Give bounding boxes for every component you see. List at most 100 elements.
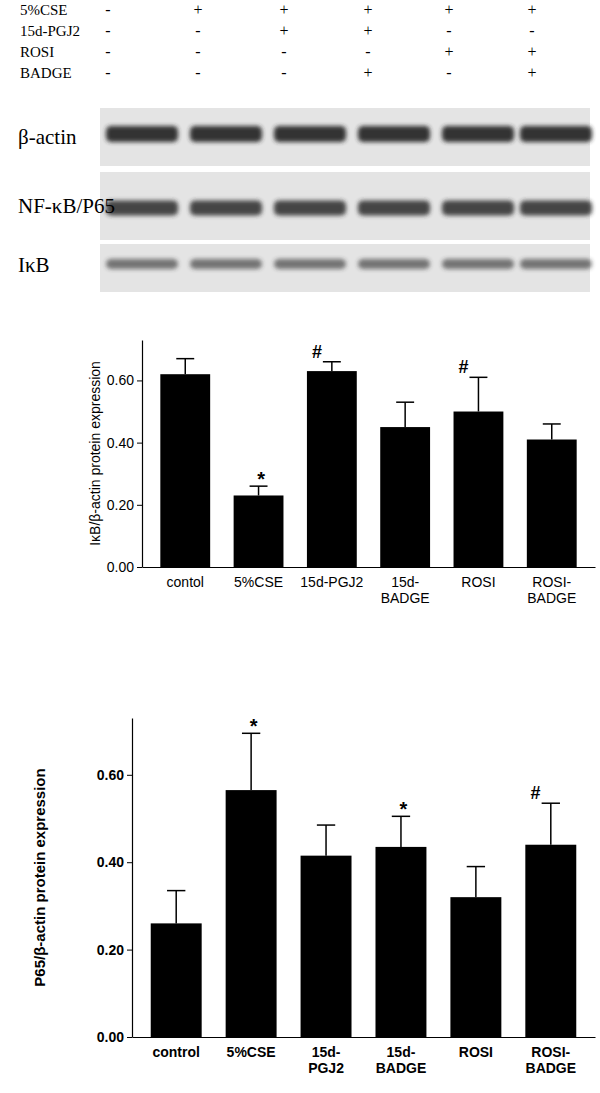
blot-band	[442, 126, 514, 142]
x-tick-label: contol	[167, 574, 204, 590]
y-axis-line	[132, 719, 133, 1038]
x-tick: 15d-BADGE	[376, 1037, 427, 1076]
treatment-sign: -	[105, 43, 110, 60]
band-label: β-actin	[18, 125, 77, 149]
y-tick: 0.20	[107, 497, 142, 513]
y-tick-mark	[127, 950, 132, 951]
y-tick-mark	[127, 1037, 132, 1038]
x-tick-label-line: ROSI-	[532, 574, 571, 590]
y-axis-title: P65/β-actin protein expression	[31, 768, 48, 986]
error-cap	[543, 423, 561, 425]
bar	[160, 374, 210, 567]
y-tick: 0.00	[107, 559, 142, 575]
x-tick-label: 15d-PGJ2	[300, 574, 363, 590]
bar	[380, 427, 430, 567]
bar	[301, 856, 352, 1037]
treatment-sign: +	[279, 22, 288, 39]
x-axis: contol5%CSE15d-PGJ215d-BADGEROSIROSI-BAD…	[143, 567, 596, 606]
x-axis-line	[133, 1037, 596, 1038]
treatment-sign: -	[446, 22, 451, 39]
bar-chart: 0.000.200.400.60contol5%CSE15d-PGJ215d-B…	[87, 341, 596, 607]
band-label: NF-κB/P65	[18, 194, 115, 218]
x-tick: 15d-BADGE	[381, 567, 430, 606]
y-tick-label: 0.00	[107, 559, 134, 575]
error-cap	[323, 361, 341, 363]
blot-band	[358, 259, 430, 269]
blot-band	[274, 201, 346, 216]
error-bar	[404, 402, 406, 427]
treatment-sign: +	[279, 1, 288, 18]
y-tick-mark	[137, 443, 142, 444]
y-tick-mark	[137, 567, 142, 568]
bar	[226, 790, 277, 1037]
y-tick-mark	[127, 862, 132, 863]
x-tick-label: 5%CSE	[234, 574, 283, 590]
blot-band	[520, 126, 592, 142]
plot-area	[151, 733, 577, 1037]
error-cap	[167, 890, 185, 892]
treatment-label: ROSI	[20, 44, 54, 60]
significance-mark: *	[250, 715, 258, 737]
y-axis: 0.000.200.400.60	[107, 341, 143, 575]
y-tick: 0.60	[97, 767, 132, 783]
treatment-sign: -	[281, 43, 286, 60]
x-tick-label: 5%CSE	[227, 1044, 276, 1060]
treatment-sign: -	[446, 64, 451, 81]
x-tick: contol	[167, 567, 204, 590]
x-tick-label-line: PGJ2	[308, 1060, 344, 1076]
x-tick-label-line: 15d-	[312, 1044, 341, 1060]
error-bar	[478, 377, 480, 411]
y-axis: 0.000.200.400.60	[97, 719, 133, 1045]
x-tick-label-line: BADGE	[381, 590, 430, 606]
treatment-sign: -	[105, 22, 110, 39]
y-tick-label: 0.60	[97, 767, 124, 783]
treatment-sign: -	[365, 43, 370, 60]
x-tick-label-line: BADGE	[526, 1060, 577, 1076]
bar	[527, 440, 577, 567]
blot-band	[274, 259, 346, 269]
treatment-sign: +	[444, 43, 453, 60]
y-axis-title: IκB/β-actin protein expression	[87, 361, 103, 546]
band-label: IκB	[18, 253, 50, 277]
blot-band	[520, 259, 592, 269]
x-tick-label-line: 15d-	[387, 1044, 416, 1060]
y-tick: 0.00	[97, 1029, 132, 1045]
significance-mark: #	[312, 342, 322, 362]
x-tick-label-line: 15d-	[391, 574, 419, 590]
error-cap	[317, 824, 335, 826]
blot-band	[358, 201, 430, 216]
x-tick: ROSI-BADGE	[527, 567, 576, 606]
treatment-sign: -	[105, 64, 110, 81]
y-tick-label: 0.20	[107, 497, 134, 513]
y-tick-mark	[137, 380, 142, 381]
blot-background	[100, 244, 590, 292]
x-axis-line	[143, 567, 596, 568]
error-bar	[400, 816, 402, 847]
x-tick-label: ROSI	[461, 574, 495, 590]
error-bar	[250, 733, 252, 790]
significance-mark: #	[458, 357, 468, 377]
x-tick-label: 15d-PGJ2	[308, 1044, 344, 1076]
x-tick-label: control	[152, 1044, 199, 1060]
error-cap	[542, 802, 560, 804]
y-tick-label: 0.40	[107, 435, 134, 451]
bar	[454, 412, 504, 567]
bar	[375, 847, 426, 1037]
significance-mark: *	[400, 798, 408, 820]
bar-chart: 0.000.200.400.60control5%CSE15d-PGJ215d-…	[31, 715, 596, 1076]
y-tick-mark	[137, 505, 142, 506]
bar	[525, 845, 576, 1037]
x-tick: 5%CSE	[234, 567, 283, 590]
error-bar	[550, 803, 552, 845]
blot-band	[442, 201, 514, 216]
x-tick: control	[152, 1037, 199, 1060]
x-tick-label: ROSI-BADGE	[526, 1044, 577, 1076]
treatment-sign: +	[363, 22, 372, 39]
x-tick: 5%CSE	[227, 1037, 276, 1060]
blot-band	[106, 126, 178, 142]
treatment-sign: -	[281, 64, 286, 81]
treatment-sign: +	[527, 1, 536, 18]
treatment-sign: -	[529, 22, 534, 39]
blot-band	[274, 126, 346, 142]
treatment-sign: -	[105, 1, 110, 18]
